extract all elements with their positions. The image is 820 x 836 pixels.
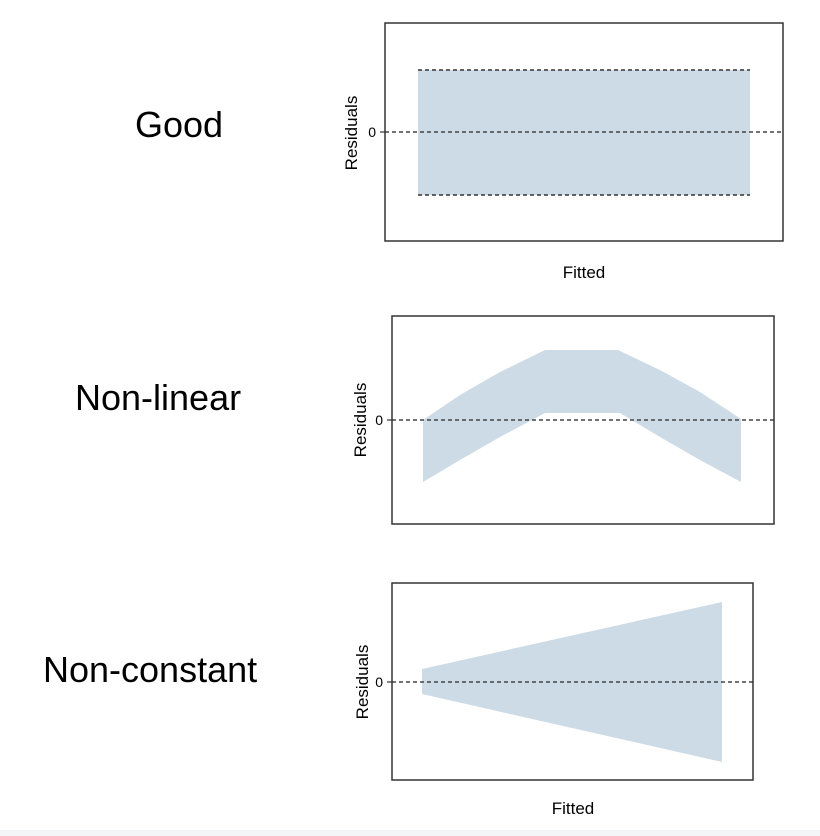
zero-tick-label: 0 [368,124,376,140]
panel-label-good: Good [135,104,224,145]
panel-non-constant: 0 Residuals Fitted [353,582,754,818]
panel-non-linear: 0 Residuals [351,315,775,525]
y-axis-label: Residuals [351,383,370,458]
x-axis-label: Fitted [563,263,606,282]
zero-tick-label: 0 [375,674,383,690]
y-axis-label: Residuals [342,96,361,171]
panel-label-non-linear: Non-linear [75,377,242,418]
residual-band [422,602,722,762]
zero-tick-label: 0 [375,412,383,428]
x-axis-label: Fitted [552,799,595,818]
panel-label-non-constant: Non-constant [43,649,258,690]
y-axis-label: Residuals [353,645,372,720]
bottom-strip [0,830,820,836]
residual-band [423,350,741,482]
panel-good: 0 Residuals Fitted [342,22,784,282]
